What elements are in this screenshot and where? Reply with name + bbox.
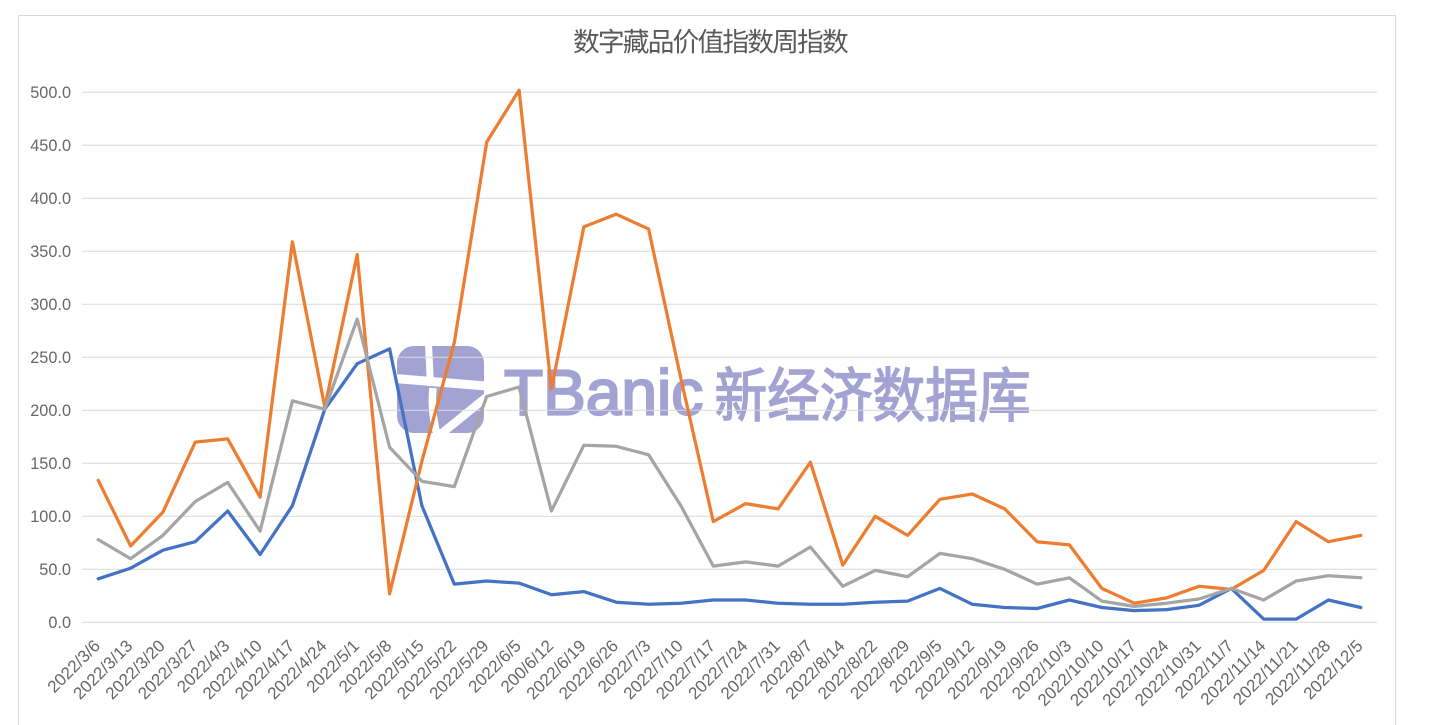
svg-text:100.0: 100.0 <box>30 508 71 526</box>
svg-text:500.0: 500.0 <box>30 84 71 102</box>
svg-text:50.0: 50.0 <box>39 561 71 579</box>
svg-text:150.0: 150.0 <box>30 455 71 473</box>
svg-text:250.0: 250.0 <box>30 349 71 367</box>
svg-text:400.0: 400.0 <box>30 190 71 208</box>
svg-text:350.0: 350.0 <box>30 243 71 261</box>
svg-text:450.0: 450.0 <box>30 137 71 155</box>
svg-text:200.0: 200.0 <box>30 402 71 420</box>
svg-text:0.0: 0.0 <box>48 614 71 632</box>
svg-text:300.0: 300.0 <box>30 296 71 314</box>
svg-text:TBanic: TBanic <box>504 357 703 429</box>
